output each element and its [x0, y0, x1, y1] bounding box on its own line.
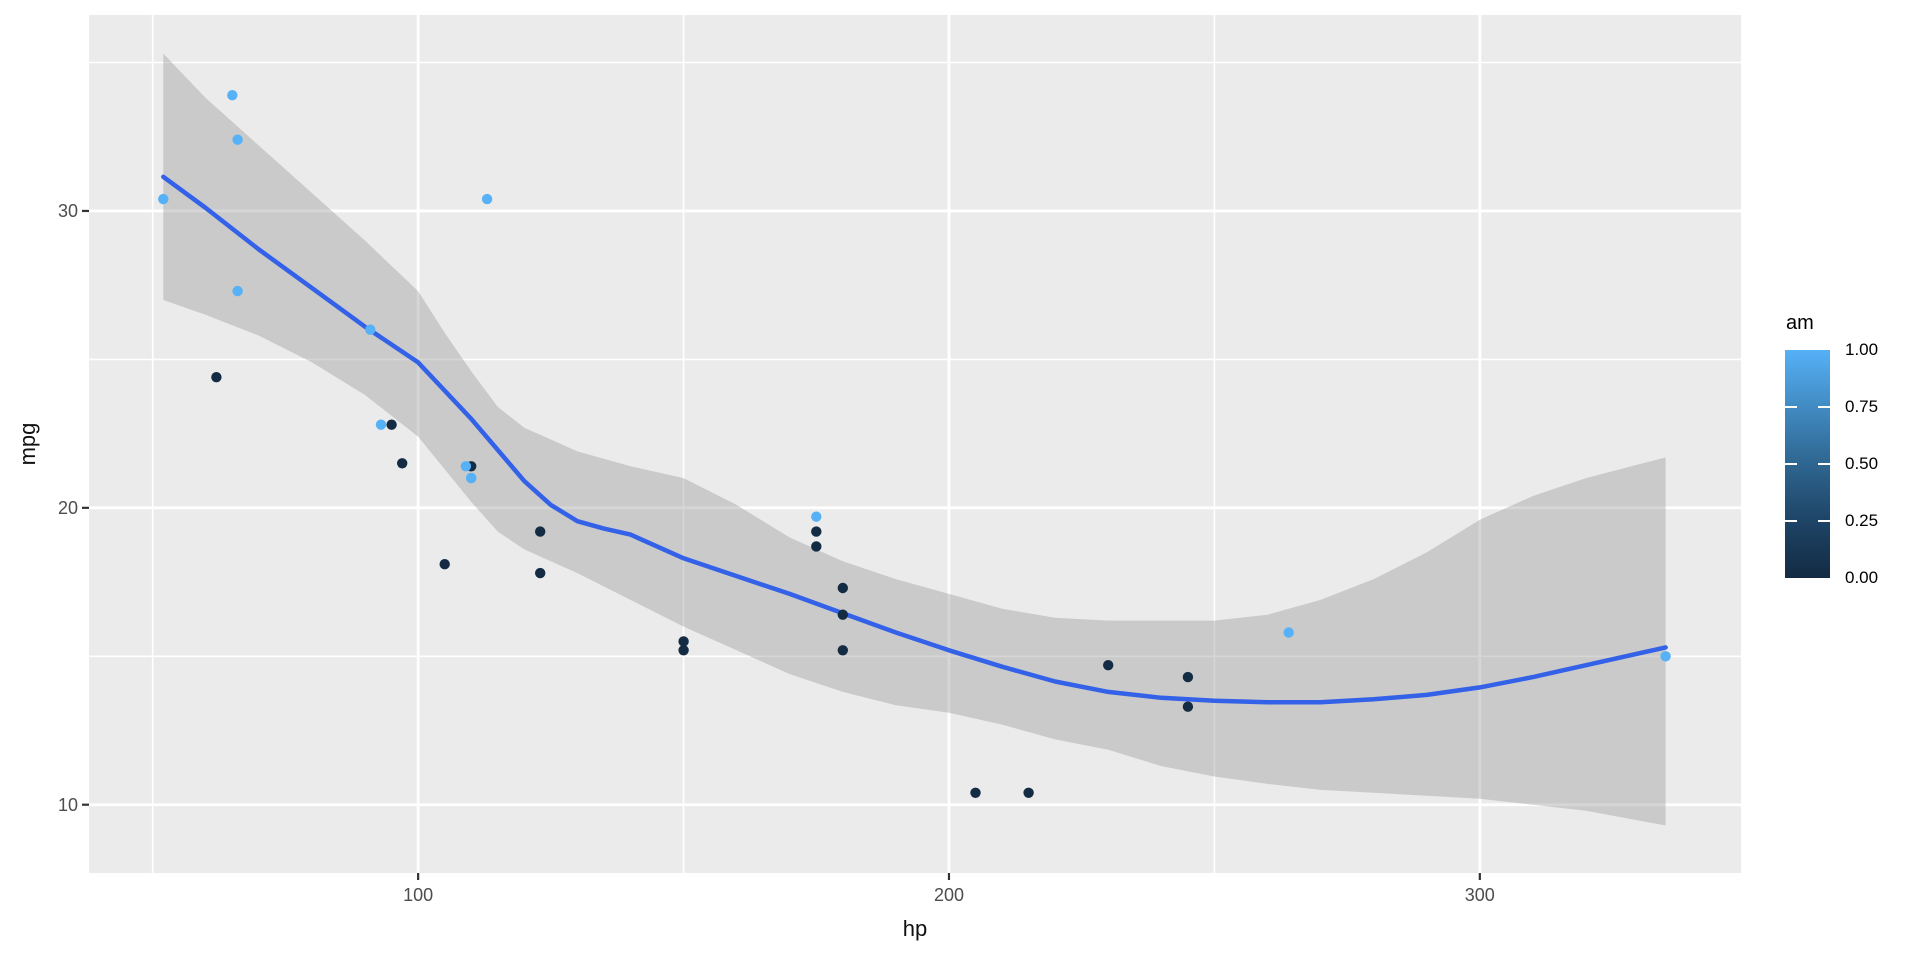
data-point [1182, 701, 1194, 712]
data-points [158, 90, 1671, 798]
legend-tick-label: 0.75 [1845, 397, 1879, 416]
x-axis-tick-label: 300 [1464, 885, 1495, 905]
major-gridlines [89, 15, 1741, 873]
panel-background [89, 15, 1741, 873]
data-point [811, 511, 822, 522]
data-point [811, 526, 822, 537]
data-point [535, 526, 546, 537]
data-point [227, 90, 238, 101]
data-point [1660, 651, 1671, 662]
data-point [1283, 627, 1294, 638]
data-point [678, 645, 689, 656]
legend: am 1.00 0.75 0.50 0.25 0.00 [1785, 312, 1920, 602]
y-axis-tick-label: 10 [57, 794, 78, 815]
data-point [811, 541, 822, 552]
legend-tick-label: 1.00 [1845, 340, 1879, 359]
y-axis-tick-label: 30 [57, 200, 78, 221]
legend-tick-label: 0.00 [1845, 568, 1879, 587]
data-point [837, 645, 848, 656]
legend-title: am [1786, 312, 1814, 334]
data-point [466, 472, 477, 484]
data-point [211, 372, 222, 383]
data-point [386, 419, 397, 430]
data-point [232, 285, 243, 297]
data-point [232, 134, 243, 145]
data-point [460, 461, 472, 472]
axis-tick-marks [82, 209, 1481, 880]
legend-colorbar-tick [1785, 463, 1797, 465]
y-axis-tick-label: 20 [57, 497, 78, 518]
data-point [837, 609, 848, 620]
data-point [678, 636, 689, 647]
data-point [375, 419, 387, 430]
data-point [1103, 660, 1114, 671]
minor-gridlines [89, 15, 1741, 873]
data-point [970, 787, 981, 798]
data-point [1023, 787, 1034, 798]
data-point [397, 458, 408, 469]
data-point [535, 567, 546, 579]
x-axis-tick-label: 100 [403, 885, 434, 905]
data-point [439, 559, 450, 570]
legend-colorbar-tick [1818, 406, 1830, 408]
data-point [158, 193, 169, 205]
legend-colorbar-tick [1785, 406, 1797, 408]
x-axis-tick-label: 200 [933, 885, 964, 905]
data-point [365, 324, 376, 335]
legend-colorbar-tick [1818, 463, 1830, 465]
legend-colorbar-tick [1785, 520, 1797, 522]
data-point [481, 193, 493, 205]
legend-tick-label: 0.25 [1845, 511, 1879, 530]
data-point [837, 582, 848, 594]
legend-tick-label: 0.50 [1845, 454, 1879, 473]
data-point [1182, 671, 1194, 683]
x-axis-title: hp [902, 916, 928, 941]
legend-colorbar-tick [1818, 520, 1830, 522]
